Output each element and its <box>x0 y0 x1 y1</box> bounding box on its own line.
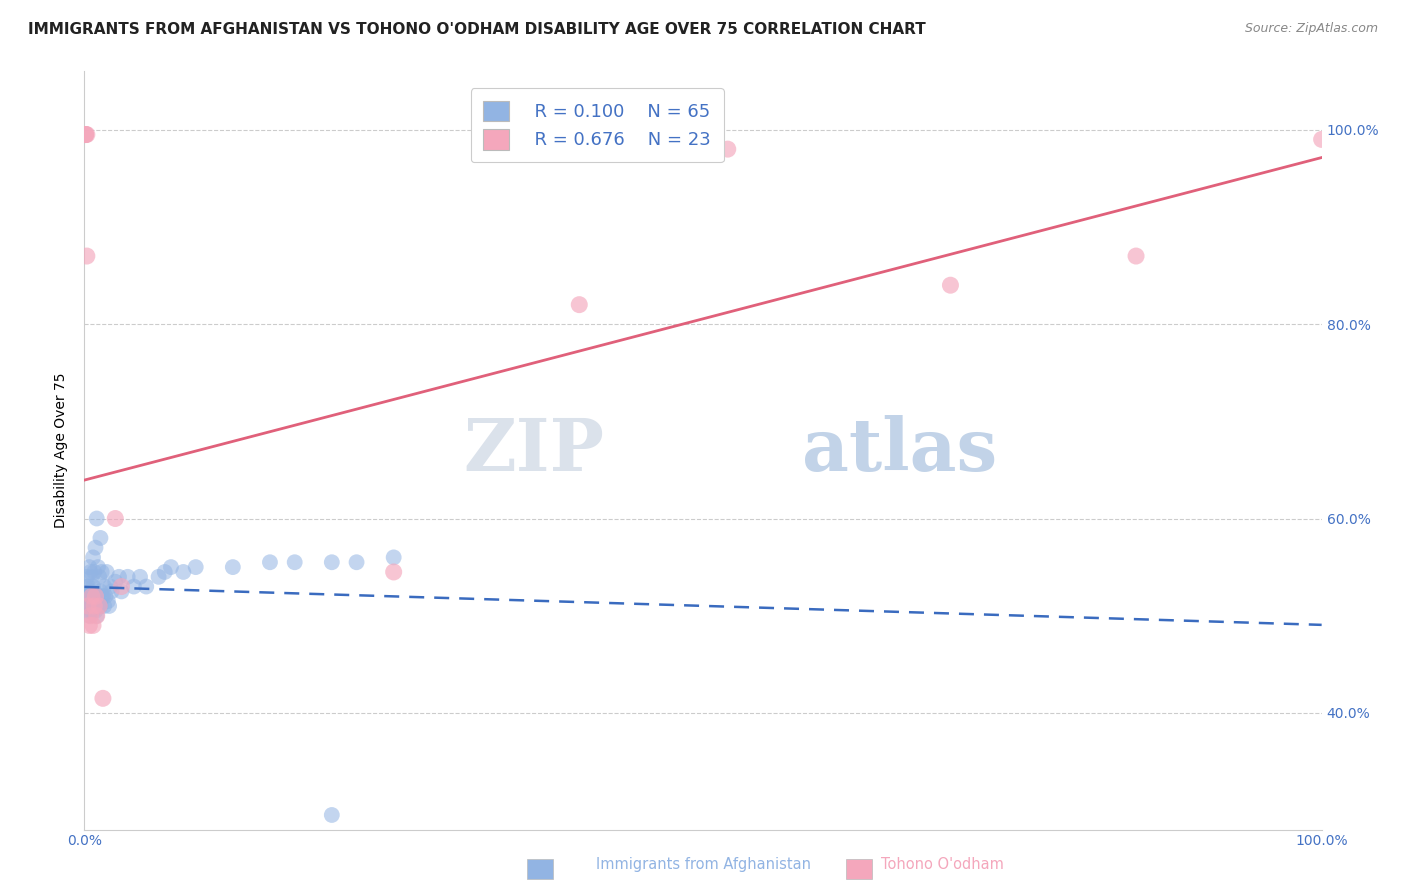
Point <box>80 570 103 584</box>
Point <box>153 565 176 579</box>
Point <box>75 599 97 613</box>
Point <box>79 565 101 579</box>
Point <box>382 550 405 565</box>
Point <box>222 560 245 574</box>
Legend:   R = 0.100    N = 65,   R = 0.676    N = 23: R = 0.100 N = 65, R = 0.676 N = 23 <box>471 88 724 162</box>
Point <box>76 128 98 142</box>
Point <box>117 570 139 584</box>
Point <box>75 128 97 142</box>
Point <box>93 580 115 594</box>
Text: Immigrants from Afghanistan: Immigrants from Afghanistan <box>596 857 810 872</box>
Point <box>82 618 104 632</box>
Point <box>75 128 97 142</box>
Point <box>108 570 131 584</box>
Point <box>1125 249 1147 263</box>
Point <box>939 278 962 293</box>
Point <box>382 565 405 579</box>
Point <box>79 604 101 618</box>
Point <box>83 599 105 613</box>
Point <box>184 560 207 574</box>
Point <box>83 584 105 599</box>
Point <box>100 584 122 599</box>
Point <box>89 584 111 599</box>
Point <box>89 599 111 613</box>
Text: Tohono O'odham: Tohono O'odham <box>880 857 1004 872</box>
Point <box>97 594 120 608</box>
Point <box>76 599 98 613</box>
Point <box>79 608 101 623</box>
Text: ZIP: ZIP <box>463 415 605 486</box>
Point <box>77 599 100 613</box>
Point <box>76 570 98 584</box>
Point <box>91 589 114 603</box>
Point <box>104 574 127 589</box>
Point <box>82 580 104 594</box>
Point <box>321 808 343 822</box>
Point <box>104 511 127 525</box>
Text: atlas: atlas <box>801 415 997 486</box>
Point <box>172 565 194 579</box>
Point <box>86 511 108 525</box>
Point <box>148 570 170 584</box>
Point <box>86 608 108 623</box>
Point <box>76 580 98 594</box>
Point <box>89 570 111 584</box>
Point <box>346 555 368 569</box>
Point <box>98 580 121 594</box>
Point <box>79 589 101 603</box>
Point <box>75 589 97 603</box>
Point <box>79 560 101 574</box>
Point <box>75 128 97 142</box>
Point <box>89 531 111 545</box>
Point <box>86 589 108 603</box>
Point <box>98 599 121 613</box>
Point <box>568 298 591 312</box>
Point <box>77 604 100 618</box>
Point <box>83 565 105 579</box>
Point <box>110 580 132 594</box>
Point <box>79 608 101 623</box>
Point <box>80 599 103 613</box>
Point <box>94 589 117 603</box>
Text: Source: ZipAtlas.com: Source: ZipAtlas.com <box>1244 22 1378 36</box>
Point <box>91 691 114 706</box>
Point <box>84 589 107 603</box>
Point <box>87 599 110 613</box>
Point <box>321 555 343 569</box>
Y-axis label: Disability Age Over 75: Disability Age Over 75 <box>55 373 69 528</box>
Point <box>90 565 112 579</box>
Point <box>1310 132 1333 146</box>
Point <box>83 599 105 613</box>
Point <box>80 589 103 603</box>
Point <box>135 580 157 594</box>
Point <box>122 580 145 594</box>
Point <box>79 584 101 599</box>
Point <box>93 599 115 613</box>
Point <box>129 570 152 584</box>
Point <box>84 604 107 618</box>
Point <box>717 142 740 156</box>
Point <box>82 604 104 618</box>
Point <box>259 555 281 569</box>
Point <box>89 599 111 613</box>
Point <box>90 589 112 603</box>
Point <box>84 541 107 555</box>
Point <box>87 560 110 574</box>
Point <box>80 589 103 603</box>
Point <box>77 594 100 608</box>
Point <box>82 550 104 565</box>
Point <box>284 555 307 569</box>
Point <box>76 249 98 263</box>
Point <box>86 608 108 623</box>
Point <box>160 560 183 574</box>
Text: IMMIGRANTS FROM AFGHANISTAN VS TOHONO O'ODHAM DISABILITY AGE OVER 75 CORRELATION: IMMIGRANTS FROM AFGHANISTAN VS TOHONO O'… <box>28 22 927 37</box>
Point <box>96 565 118 579</box>
Point <box>77 580 100 594</box>
Point <box>79 618 101 632</box>
Point <box>89 599 111 613</box>
Point <box>110 584 132 599</box>
